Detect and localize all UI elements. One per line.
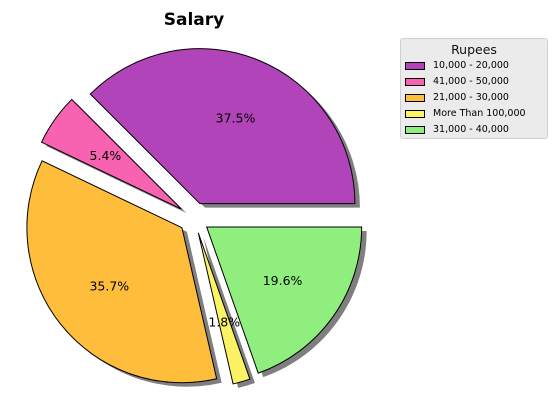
legend-title: Rupees bbox=[401, 42, 547, 57]
legend: Rupees 10,000 - 20,000 41,000 - 50,000 21,… bbox=[400, 38, 548, 139]
legend-item-more-than-100-000: More Than 100,000 bbox=[405, 107, 526, 120]
legend-item-31-000-40-000: 31,000 - 40,000 bbox=[405, 123, 509, 136]
legend-label: 41,000 - 50,000 bbox=[433, 76, 509, 87]
legend-swatch bbox=[405, 94, 425, 102]
legend-item-21-000-30-000: 21,000 - 30,000 bbox=[405, 91, 509, 104]
pie-slice-label-more-than-100-000: 1.8% bbox=[208, 315, 240, 330]
chart-title: Salary bbox=[164, 10, 224, 30]
pie-slice-21-000-30-000 bbox=[27, 161, 217, 383]
legend-swatch bbox=[405, 126, 425, 134]
legend-label: 10,000 - 20,000 bbox=[433, 60, 509, 71]
legend-swatch bbox=[405, 78, 425, 86]
pie-slice-label-31-000-40-000: 19.6% bbox=[263, 273, 303, 288]
pie-slice-label-10-000-20-000: 37.5% bbox=[216, 110, 256, 125]
legend-swatch bbox=[405, 110, 425, 118]
pie-slice-label-41-000-50-000: 5.4% bbox=[90, 148, 122, 163]
legend-label: More Than 100,000 bbox=[433, 108, 526, 119]
legend-item-10-000-20-000: 10,000 - 20,000 bbox=[405, 59, 509, 72]
legend-item-41-000-50-000: 41,000 - 50,000 bbox=[405, 75, 509, 88]
pie-slice-label-21-000-30-000: 35.7% bbox=[89, 278, 129, 293]
legend-label: 31,000 - 40,000 bbox=[433, 124, 509, 135]
legend-swatch bbox=[405, 62, 425, 70]
legend-label: 21,000 - 30,000 bbox=[433, 92, 509, 103]
